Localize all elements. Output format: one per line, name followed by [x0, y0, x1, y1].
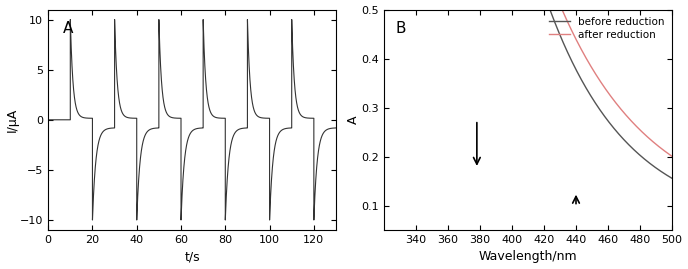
after reduction	[610, 98, 618, 102]
Legend: before reduction, after reduction: before reduction, after reduction	[547, 15, 667, 42]
after reduction	[578, 49, 586, 52]
before reduction	[668, 177, 676, 180]
after reduction	[668, 155, 676, 158]
Text: B: B	[396, 21, 406, 36]
before reduction	[578, 79, 586, 82]
after reduction	[605, 92, 613, 95]
Y-axis label: A: A	[347, 116, 360, 124]
Y-axis label: I/μA: I/μA	[6, 108, 19, 132]
before reduction	[610, 126, 618, 130]
Line: after reduction: after reduction	[384, 0, 672, 156]
X-axis label: Wavelength/nm: Wavelength/nm	[479, 250, 577, 263]
Line: before reduction: before reduction	[384, 0, 672, 178]
before reduction	[605, 120, 613, 123]
X-axis label: t/s: t/s	[184, 250, 200, 263]
Text: A: A	[63, 21, 73, 36]
